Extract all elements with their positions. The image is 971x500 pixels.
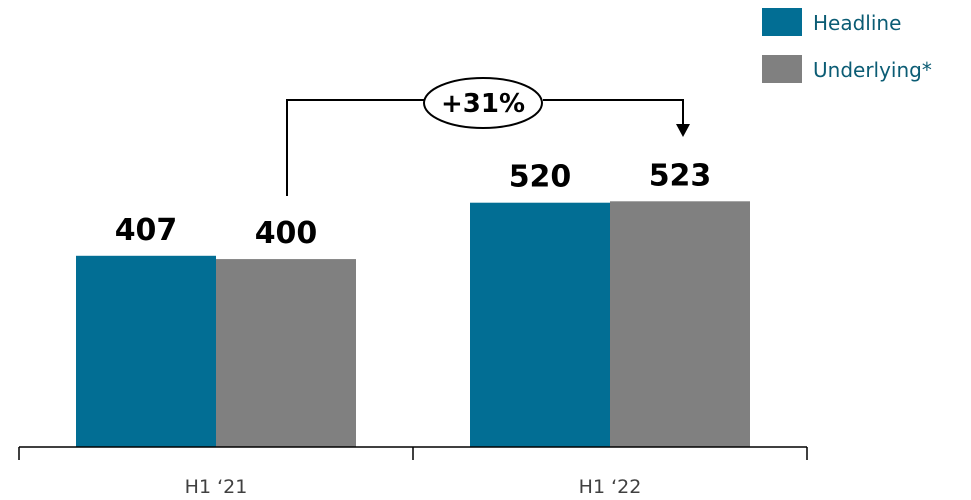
x-axis: H1 ‘21 H1 ‘22 <box>18 446 808 498</box>
bar-headline-1 <box>470 202 610 447</box>
value-label: 523 <box>649 158 712 193</box>
value-labels: 407 400 520 523 <box>115 158 712 251</box>
value-label: 400 <box>255 216 318 251</box>
bars <box>76 201 750 447</box>
bar-underlying-0 <box>216 259 356 447</box>
bar-headline-0 <box>76 255 216 447</box>
bar-underlying-1 <box>610 201 750 447</box>
arrow-head-icon <box>676 124 690 137</box>
growth-percentage: +31% <box>441 89 525 119</box>
category-label: H1 ‘22 <box>579 476 642 498</box>
legend-swatch-underlying <box>762 55 802 83</box>
legend-label-underlying: Underlying* <box>813 58 932 82</box>
legend: Headline Underlying* <box>762 8 932 83</box>
legend-label-headline: Headline <box>813 11 901 35</box>
growth-connector <box>286 99 684 196</box>
value-label: 407 <box>115 213 178 248</box>
growth-bubble <box>423 77 543 129</box>
category-label: H1 ‘21 <box>185 476 248 498</box>
legend-swatch-headline <box>762 8 802 36</box>
value-label: 520 <box>509 160 572 195</box>
growth-annotation: +31% <box>286 77 690 196</box>
